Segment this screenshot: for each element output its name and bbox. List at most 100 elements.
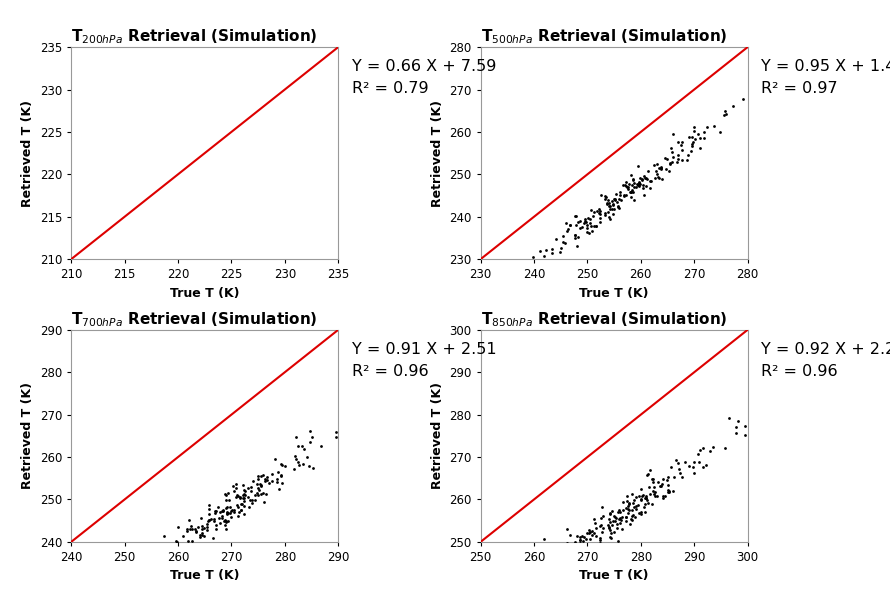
Point — [230, 491, 244, 500]
Point — [148, 554, 162, 564]
Point — [649, 166, 663, 176]
Point — [622, 499, 636, 508]
Point — [556, 540, 570, 549]
Point — [604, 534, 619, 543]
Point — [246, 477, 260, 486]
Text: T$_{700hPa}$ Retrieval (Simulation): T$_{700hPa}$ Retrieval (Simulation) — [71, 310, 318, 329]
Point — [257, 474, 271, 484]
Point — [191, 522, 206, 531]
Point — [686, 462, 700, 472]
Point — [648, 173, 662, 183]
Point — [612, 190, 627, 200]
Point — [645, 499, 659, 508]
Point — [675, 472, 689, 482]
Point — [535, 554, 549, 564]
Point — [593, 217, 607, 227]
Point — [616, 180, 630, 190]
Point — [630, 180, 644, 190]
Point — [156, 566, 170, 575]
Point — [169, 537, 183, 547]
Point — [650, 159, 664, 168]
Point — [587, 207, 601, 217]
Point — [569, 211, 583, 220]
Point — [581, 214, 595, 223]
Point — [627, 195, 641, 204]
Point — [245, 482, 259, 491]
Point — [602, 213, 616, 222]
Point — [654, 164, 668, 174]
Point — [215, 506, 230, 515]
Point — [585, 527, 599, 536]
Point — [255, 488, 270, 497]
Point — [667, 129, 681, 138]
Point — [661, 472, 676, 481]
Point — [613, 515, 627, 525]
X-axis label: True T (K): True T (K) — [579, 287, 649, 300]
Point — [263, 478, 277, 487]
Point — [532, 557, 546, 567]
Point — [628, 501, 643, 511]
Point — [602, 522, 616, 532]
Point — [177, 544, 191, 554]
Point — [570, 217, 585, 227]
Point — [253, 486, 267, 495]
Point — [212, 514, 226, 523]
Point — [717, 444, 732, 453]
Point — [546, 554, 561, 564]
Point — [617, 191, 631, 200]
Point — [588, 221, 603, 230]
Point — [568, 544, 582, 553]
Point — [565, 551, 579, 561]
Point — [225, 482, 239, 491]
Point — [574, 544, 588, 553]
Point — [647, 489, 661, 499]
Point — [596, 512, 611, 521]
Point — [490, 279, 505, 288]
Point — [613, 187, 627, 197]
Point — [617, 190, 631, 200]
Point — [291, 457, 305, 466]
Point — [528, 262, 542, 272]
Point — [633, 180, 647, 189]
Point — [619, 181, 634, 191]
Point — [599, 193, 613, 202]
Point — [612, 514, 627, 523]
Point — [661, 486, 676, 495]
Point — [630, 180, 644, 190]
Point — [635, 490, 650, 499]
Point — [610, 523, 624, 532]
Point — [568, 211, 582, 221]
Point — [639, 174, 653, 183]
Point — [231, 491, 245, 501]
Point — [598, 210, 612, 219]
Point — [182, 536, 196, 545]
Point — [635, 180, 650, 190]
Point — [234, 506, 248, 515]
Point — [685, 141, 700, 151]
Point — [621, 183, 635, 192]
Point — [158, 564, 173, 573]
Point — [625, 180, 639, 190]
Point — [624, 170, 638, 180]
Point — [738, 421, 752, 430]
Point — [626, 175, 640, 184]
Text: Y = 0.95 X + 1.46
R² = 0.97: Y = 0.95 X + 1.46 R² = 0.97 — [761, 59, 890, 96]
Point — [665, 158, 679, 167]
Point — [575, 222, 589, 231]
Point — [555, 554, 570, 563]
Point — [197, 524, 211, 533]
Point — [499, 588, 514, 589]
Point — [588, 518, 603, 528]
Point — [545, 249, 559, 258]
Point — [539, 245, 554, 254]
Point — [287, 451, 302, 461]
Point — [589, 523, 603, 532]
Point — [612, 514, 627, 523]
Point — [639, 491, 653, 501]
Point — [654, 163, 668, 173]
Point — [217, 520, 231, 530]
Point — [572, 223, 587, 233]
Point — [619, 497, 634, 506]
Point — [218, 515, 232, 524]
Point — [220, 508, 234, 518]
